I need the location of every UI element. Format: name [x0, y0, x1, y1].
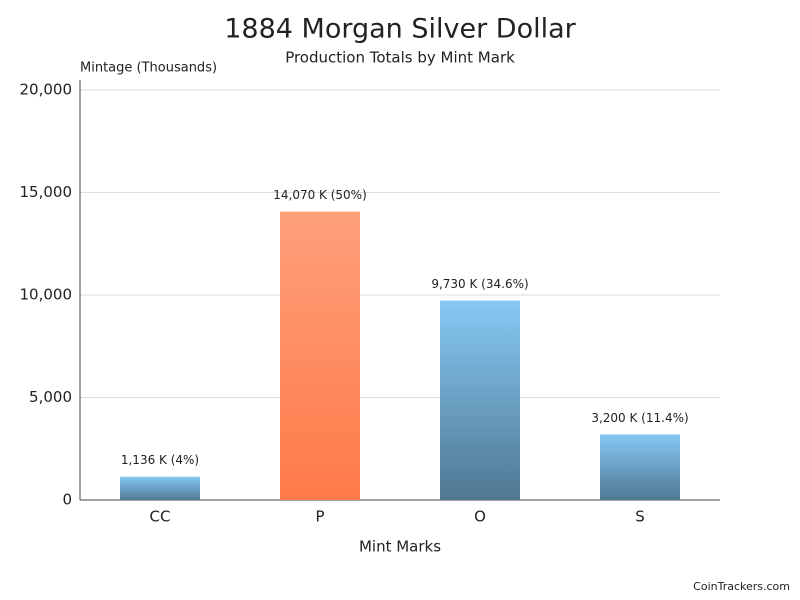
y-tick-label: 10,000 — [20, 286, 73, 304]
bar — [440, 300, 520, 500]
x-axis-label: Mint Marks — [359, 538, 441, 556]
bar — [280, 211, 360, 500]
x-tick-label: CC — [150, 508, 171, 526]
x-tick-label: S — [635, 508, 645, 526]
y-tick-label: 15,000 — [20, 183, 73, 201]
data-label: 1,136 K (4%) — [121, 453, 199, 467]
chart-title: 1884 Morgan Silver Dollar — [224, 14, 576, 45]
y-tick-label: 0 — [62, 491, 72, 509]
x-tick-label: P — [315, 508, 324, 526]
bar — [600, 434, 680, 500]
credit: CoinTrackers.com — [693, 580, 790, 593]
data-label: 14,070 K (50%) — [273, 188, 367, 202]
chart-subtitle: Production Totals by Mint Mark — [285, 49, 515, 67]
bar — [120, 476, 200, 500]
x-tick-label: O — [474, 508, 486, 526]
data-label: 9,730 K (34.6%) — [431, 277, 528, 291]
y-tick-label: 5,000 — [29, 388, 72, 406]
data-label: 3,200 K (11.4%) — [591, 411, 688, 425]
y-axis-label: Mintage (Thousands) — [80, 61, 217, 76]
y-tick-label: 20,000 — [20, 81, 73, 99]
